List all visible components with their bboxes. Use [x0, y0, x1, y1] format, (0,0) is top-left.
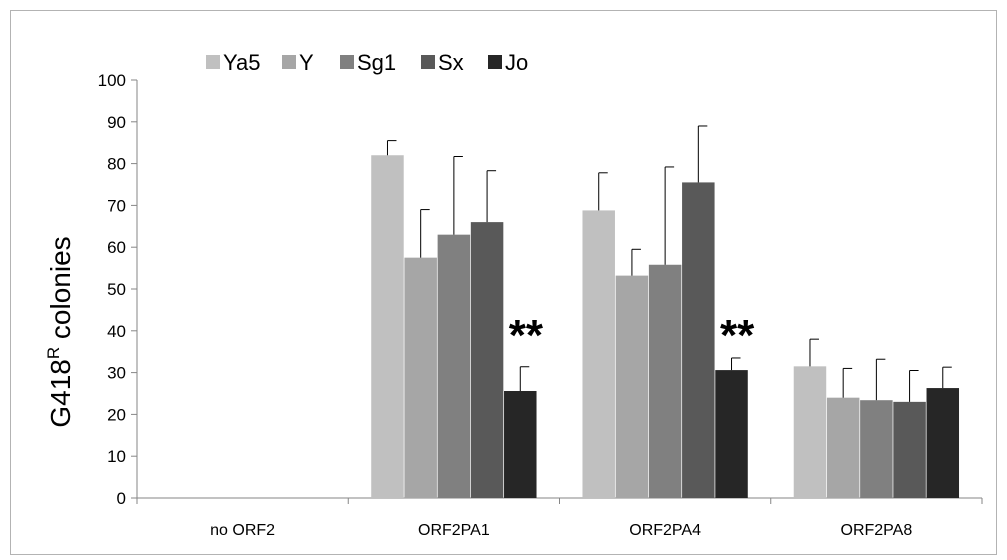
y-tick-label: 50	[107, 280, 126, 299]
significance-annotation: **	[509, 311, 544, 360]
bar	[715, 370, 748, 498]
y-tick-label: 80	[107, 155, 126, 174]
y-tick-label: 100	[98, 71, 126, 90]
legend-swatch	[206, 55, 220, 69]
significance-annotation: **	[720, 311, 755, 360]
y-tick-label: 10	[107, 447, 126, 466]
y-axis-label-main: G418	[45, 359, 76, 428]
y-tick-label: 40	[107, 322, 126, 341]
y-axis-label-suffix: colonies	[45, 236, 76, 347]
y-tick-label: 90	[107, 113, 126, 132]
bar	[615, 275, 649, 498]
bar	[371, 155, 404, 499]
bar	[893, 401, 926, 498]
legend-label: Ya5	[223, 50, 261, 75]
y-tick-label: 70	[107, 196, 126, 215]
bar	[826, 397, 860, 498]
bar	[682, 182, 715, 498]
legend-label: Jo	[505, 50, 528, 75]
bar	[793, 366, 827, 498]
bar	[926, 388, 960, 498]
legend-label: Y	[299, 50, 314, 75]
y-tick-label: 0	[117, 489, 126, 508]
bar	[470, 222, 504, 498]
bar	[404, 257, 437, 498]
bar	[648, 264, 682, 498]
legend-label: Sg1	[357, 50, 396, 75]
y-axis-label: G418R colonies	[44, 236, 76, 427]
legend-label: Sx	[438, 50, 464, 75]
x-tick-label: no ORF2	[210, 522, 275, 539]
legend-swatch	[421, 55, 435, 69]
bar	[582, 210, 615, 498]
bar	[860, 400, 893, 498]
y-tick-label: 30	[107, 364, 126, 383]
x-tick-label: ORF2PA4	[629, 522, 701, 539]
bar	[504, 390, 537, 498]
y-tick-label: 60	[107, 238, 126, 257]
x-tick-label: ORF2PA8	[841, 522, 913, 539]
y-axis-label-superscript: R	[44, 347, 63, 359]
legend: Ya5 Y Sg1 Sx Jo	[206, 50, 528, 75]
bar	[437, 234, 471, 498]
legend-swatch	[488, 55, 502, 69]
y-tick-label: 20	[107, 405, 126, 424]
x-tick-label: ORF2PA1	[418, 522, 490, 539]
plot-area: 0 10 20 30 40 50 60 70 80 90 100 no ORF2 ORF2PA1 ORF2…	[98, 71, 983, 539]
legend-swatch	[340, 55, 354, 69]
legend-swatch	[282, 55, 296, 69]
